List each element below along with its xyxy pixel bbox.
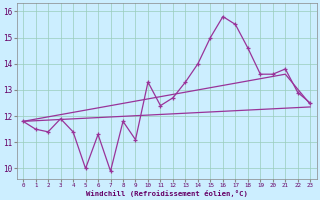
X-axis label: Windchill (Refroidissement éolien,°C): Windchill (Refroidissement éolien,°C)	[86, 190, 248, 197]
